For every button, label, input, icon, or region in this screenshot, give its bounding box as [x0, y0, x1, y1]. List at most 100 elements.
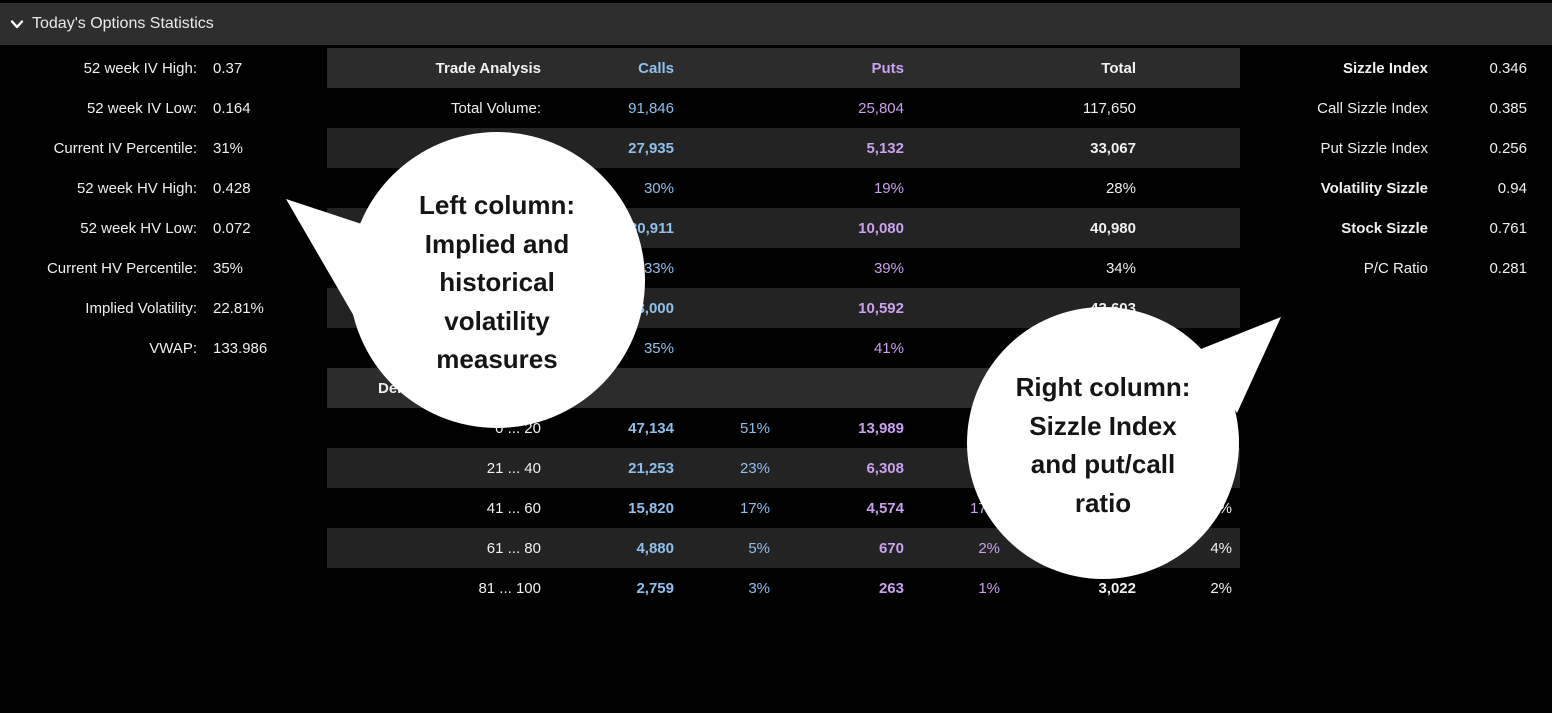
table-row: Total Volume: 91,846 25,804 117,650 — [327, 88, 1240, 128]
stat-value: 0.072 — [213, 219, 251, 237]
stat-value: 0.428 — [213, 179, 251, 197]
delta-range: 0 ... 20 — [495, 419, 541, 437]
total-percent: 4% — [1210, 539, 1232, 557]
stat-label: 52 week IV Low: — [86, 99, 197, 117]
total-value: 40,980 — [1090, 219, 1136, 237]
puts-value: 6,308 — [866, 459, 904, 477]
stat-value: 35% — [213, 259, 244, 277]
stat-value: 31% — [213, 139, 244, 157]
stat-label: Stock Sizzle — [1341, 219, 1428, 237]
stat-row: Current IV Percentile: 31% — [0, 128, 327, 168]
puts-value: 25,804 — [858, 99, 904, 117]
stat-row: P/C Ratio 0.281 — [1240, 248, 1552, 288]
calls-value: 15,820 — [628, 499, 674, 517]
panel-title: Today's Options Statistics — [32, 15, 214, 32]
delta-range: 81 ... 100 — [478, 579, 541, 597]
stat-value: 0.346 — [1489, 59, 1527, 77]
stat-label: Current HV Percentile: — [46, 259, 197, 277]
stat-row: Volatility Sizzle 0.94 — [1240, 168, 1552, 208]
calls-value: 21,253 — [628, 459, 674, 477]
delta-row: 0 ... 20 47,134 51% 13,989 — [327, 408, 1240, 448]
puts-value: 10,080 — [858, 219, 904, 237]
delta-row: 41 ... 60 15,820 17% 4,574 17% 17% — [327, 488, 1240, 528]
puts-percent: 17% — [969, 499, 1000, 517]
total-value: 117,650 — [1082, 99, 1136, 117]
puts-value: 41% — [873, 339, 904, 357]
stat-row: Sizzle Index 0.346 — [1240, 48, 1552, 88]
table-header-row: Trade Analysis Calls Puts Total — [327, 48, 1240, 88]
delta-section-header-row: Delta — [327, 368, 1240, 408]
puts-value: 670 — [878, 539, 904, 557]
calls-value: 47,134 — [628, 419, 674, 437]
volatility-stats-column: 52 week IV High: 0.37 52 week IV Low: 0.16… — [0, 48, 327, 368]
column-header-puts: Puts — [871, 59, 904, 77]
total-value: 28% — [1105, 179, 1136, 197]
stat-value: 0.37 — [213, 59, 243, 77]
stat-label: 52 week IV High: — [83, 59, 197, 77]
calls-value: 33,000 — [628, 299, 674, 317]
stat-label: 52 week HV High: — [76, 179, 197, 197]
delta-range: 61 ... 80 — [486, 539, 541, 557]
delta-range: 21 ... 40 — [486, 459, 541, 477]
puts-value: 263 — [878, 579, 904, 597]
stat-value: 0.761 — [1489, 219, 1527, 237]
calls-percent: 51% — [739, 419, 770, 437]
stat-value: 0.164 — [213, 99, 251, 117]
column-header-trade-analysis: Trade Analysis — [435, 59, 541, 77]
stat-row: Put Sizzle Index 0.256 — [1240, 128, 1552, 168]
stat-label: Put Sizzle Index — [1320, 139, 1428, 157]
calls-value: 4,880 — [636, 539, 674, 557]
stat-value: 0.94 — [1497, 179, 1527, 197]
calls-percent: 3% — [748, 579, 770, 597]
stat-label: 52 week HV Low: — [80, 219, 197, 237]
delta-range: 41 ... 60 — [486, 499, 541, 517]
chevron-down-icon[interactable] — [10, 17, 24, 31]
calls-value: 33% — [643, 259, 674, 277]
delta-section-label: Delta — [378, 379, 415, 397]
stat-value: 0.385 — [1489, 99, 1527, 117]
table-row: Traded at Bid: 27,935 5,132 33,067 — [327, 128, 1240, 168]
puts-value: 4,574 — [866, 499, 904, 517]
stat-row: 52 week HV Low: 0.072 — [0, 208, 327, 248]
calls-value: 30,911 — [628, 219, 674, 237]
stat-row: Current HV Percentile: 35% — [0, 248, 327, 288]
stat-row: 52 week IV Low: 0.164 — [0, 88, 327, 128]
puts-value: 19% — [873, 179, 904, 197]
total-value: 33,067 — [1090, 139, 1136, 157]
stat-label: P/C Ratio — [1363, 259, 1428, 277]
stat-value: 22.81% — [213, 299, 264, 317]
table-row: 33% 39% 34% — [327, 248, 1240, 288]
stat-label: Implied Volatility: — [85, 299, 197, 317]
total-value: 34% — [1105, 259, 1136, 277]
panel-header[interactable]: Today's Options Statistics — [0, 0, 1552, 45]
row-label: Traded at Bid: — [440, 139, 541, 157]
stat-row: VWAP: 133.986 — [0, 328, 327, 368]
stat-label: VWAP: — [149, 339, 197, 357]
puts-percent: 2% — [978, 539, 1000, 557]
table-row: 35% 41% — [327, 328, 1240, 368]
stat-value: 0.281 — [1489, 259, 1527, 277]
stat-row: Call Sizzle Index 0.385 — [1240, 88, 1552, 128]
calls-percent: 17% — [739, 499, 770, 517]
table-row: 30% 19% 28% — [327, 168, 1240, 208]
calls-value: 91,846 — [628, 99, 674, 117]
stat-row: Implied Volatility: 22.81% — [0, 288, 327, 328]
sizzle-stats-column: Sizzle Index 0.346 Call Sizzle Index 0.385… — [1240, 48, 1552, 288]
column-header-total: Total — [1101, 59, 1136, 77]
calls-value: 27,935 — [628, 139, 674, 157]
puts-value: 13,989 — [858, 419, 904, 437]
total-percent: 17% — [1201, 499, 1232, 517]
table-row: 33,000 10,592 43,603 — [327, 288, 1240, 328]
stat-label: Sizzle Index — [1342, 59, 1428, 77]
stat-row: 52 week HV High: 0.428 — [0, 168, 327, 208]
row-label: Total Volume: — [450, 99, 541, 117]
trade-analysis-table: Trade Analysis Calls Puts Total Total Vo… — [327, 48, 1240, 608]
total-value: 3,022 — [1098, 579, 1136, 597]
calls-value: 2,759 — [636, 579, 674, 597]
delta-row: 21 ... 40 21,253 23% 6,308 — [327, 448, 1240, 488]
total-percent: 2% — [1210, 579, 1232, 597]
calls-value: 30% — [643, 179, 674, 197]
total-value: 43,603 — [1090, 299, 1136, 317]
stat-label: Current IV Percentile: — [53, 139, 197, 157]
